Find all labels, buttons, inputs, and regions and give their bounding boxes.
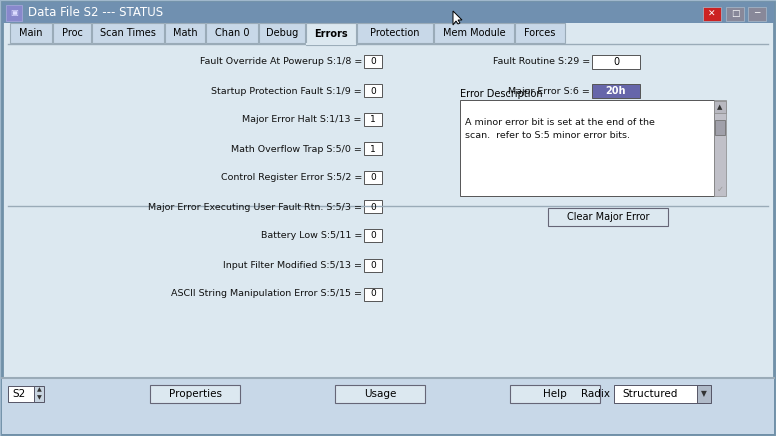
- FancyBboxPatch shape: [53, 23, 91, 43]
- Text: Structured: Structured: [622, 389, 677, 399]
- FancyBboxPatch shape: [165, 23, 205, 43]
- Text: S2: S2: [12, 389, 26, 399]
- Text: Data File S2 --- STATUS: Data File S2 --- STATUS: [28, 6, 163, 19]
- FancyBboxPatch shape: [434, 23, 514, 43]
- FancyBboxPatch shape: [364, 201, 382, 214]
- FancyBboxPatch shape: [364, 113, 382, 126]
- FancyBboxPatch shape: [548, 208, 668, 226]
- Text: ─: ─: [754, 10, 760, 18]
- Text: ▲: ▲: [36, 388, 41, 392]
- FancyBboxPatch shape: [715, 120, 725, 135]
- FancyBboxPatch shape: [592, 84, 640, 98]
- FancyBboxPatch shape: [364, 171, 382, 184]
- Text: 20h: 20h: [606, 86, 626, 96]
- FancyBboxPatch shape: [150, 385, 240, 403]
- FancyBboxPatch shape: [364, 143, 382, 156]
- FancyBboxPatch shape: [364, 85, 382, 98]
- FancyBboxPatch shape: [614, 385, 704, 403]
- Text: ▼: ▼: [36, 395, 41, 401]
- FancyBboxPatch shape: [697, 385, 711, 403]
- Text: ▣: ▣: [10, 8, 18, 17]
- FancyBboxPatch shape: [92, 23, 164, 43]
- FancyBboxPatch shape: [364, 55, 382, 68]
- Text: Usage: Usage: [364, 389, 397, 399]
- FancyBboxPatch shape: [364, 229, 382, 242]
- Text: ✕: ✕: [708, 10, 715, 18]
- Text: ▼: ▼: [701, 389, 707, 399]
- Text: Properties: Properties: [168, 389, 221, 399]
- FancyBboxPatch shape: [6, 5, 22, 21]
- Text: 0: 0: [370, 260, 376, 269]
- Text: □: □: [731, 10, 740, 18]
- Text: Radix: Radix: [581, 389, 610, 399]
- Text: ✓: ✓: [716, 184, 723, 194]
- FancyBboxPatch shape: [515, 23, 565, 43]
- Text: Control Register Error S:5/2 =: Control Register Error S:5/2 =: [220, 174, 362, 183]
- FancyBboxPatch shape: [364, 287, 382, 300]
- Text: 0: 0: [370, 86, 376, 95]
- Text: Clear Major Error: Clear Major Error: [566, 212, 650, 222]
- FancyBboxPatch shape: [34, 386, 44, 402]
- FancyBboxPatch shape: [714, 101, 726, 113]
- FancyBboxPatch shape: [714, 100, 726, 196]
- Text: Main: Main: [19, 28, 43, 38]
- Text: 0: 0: [370, 202, 376, 211]
- Text: Math: Math: [173, 28, 197, 38]
- FancyBboxPatch shape: [8, 386, 42, 402]
- Text: Fault Routine S:29 =: Fault Routine S:29 =: [493, 58, 590, 67]
- Text: Startup Protection Fault S:1/9 =: Startup Protection Fault S:1/9 =: [211, 86, 362, 95]
- Text: 1: 1: [370, 116, 376, 125]
- Text: Major Error Halt S:1/13 =: Major Error Halt S:1/13 =: [242, 116, 362, 125]
- Text: Input Filter Modified S:5/13 =: Input Filter Modified S:5/13 =: [223, 260, 362, 269]
- FancyBboxPatch shape: [259, 23, 305, 43]
- Text: Debug: Debug: [266, 28, 298, 38]
- Text: Battery Low S:5/11 =: Battery Low S:5/11 =: [261, 232, 362, 241]
- FancyBboxPatch shape: [206, 23, 258, 43]
- Text: Help: Help: [543, 389, 567, 399]
- FancyBboxPatch shape: [510, 385, 600, 403]
- FancyBboxPatch shape: [2, 378, 774, 434]
- FancyBboxPatch shape: [364, 259, 382, 272]
- FancyBboxPatch shape: [10, 23, 52, 43]
- FancyBboxPatch shape: [335, 385, 425, 403]
- Text: Proc: Proc: [61, 28, 82, 38]
- Text: 0: 0: [613, 57, 619, 67]
- Text: ▲: ▲: [717, 104, 722, 110]
- FancyBboxPatch shape: [460, 100, 714, 196]
- Text: Math Overflow Trap S:5/0 =: Math Overflow Trap S:5/0 =: [231, 144, 362, 153]
- Text: 0: 0: [370, 58, 376, 67]
- FancyBboxPatch shape: [703, 7, 721, 21]
- FancyBboxPatch shape: [748, 7, 766, 21]
- Text: Chan 0: Chan 0: [215, 28, 249, 38]
- Text: Major Error S:6 =: Major Error S:6 =: [508, 86, 590, 95]
- Text: Major Error Executing User Fault Rtn. S:5/3 =: Major Error Executing User Fault Rtn. S:…: [148, 202, 362, 211]
- Text: 0: 0: [370, 174, 376, 183]
- Text: Mem Module: Mem Module: [442, 28, 505, 38]
- Text: Errors: Errors: [314, 29, 348, 39]
- Text: 0: 0: [370, 290, 376, 299]
- Text: Protection: Protection: [370, 28, 420, 38]
- Text: Scan Times: Scan Times: [100, 28, 156, 38]
- FancyBboxPatch shape: [357, 23, 433, 43]
- FancyBboxPatch shape: [726, 7, 744, 21]
- Text: 0: 0: [370, 232, 376, 241]
- Polygon shape: [453, 11, 462, 25]
- FancyBboxPatch shape: [306, 23, 356, 45]
- Text: Forces: Forces: [525, 28, 556, 38]
- FancyBboxPatch shape: [592, 55, 640, 69]
- FancyBboxPatch shape: [2, 2, 774, 23]
- Text: Fault Override At Powerup S:1/8 =: Fault Override At Powerup S:1/8 =: [199, 58, 362, 67]
- Text: ASCII String Manipulation Error S:5/15 =: ASCII String Manipulation Error S:5/15 =: [171, 290, 362, 299]
- Text: 1: 1: [370, 144, 376, 153]
- Text: A minor error bit is set at the end of the
scan.  refer to S:5 minor error bits.: A minor error bit is set at the end of t…: [465, 118, 655, 140]
- Text: Error Description: Error Description: [460, 89, 542, 99]
